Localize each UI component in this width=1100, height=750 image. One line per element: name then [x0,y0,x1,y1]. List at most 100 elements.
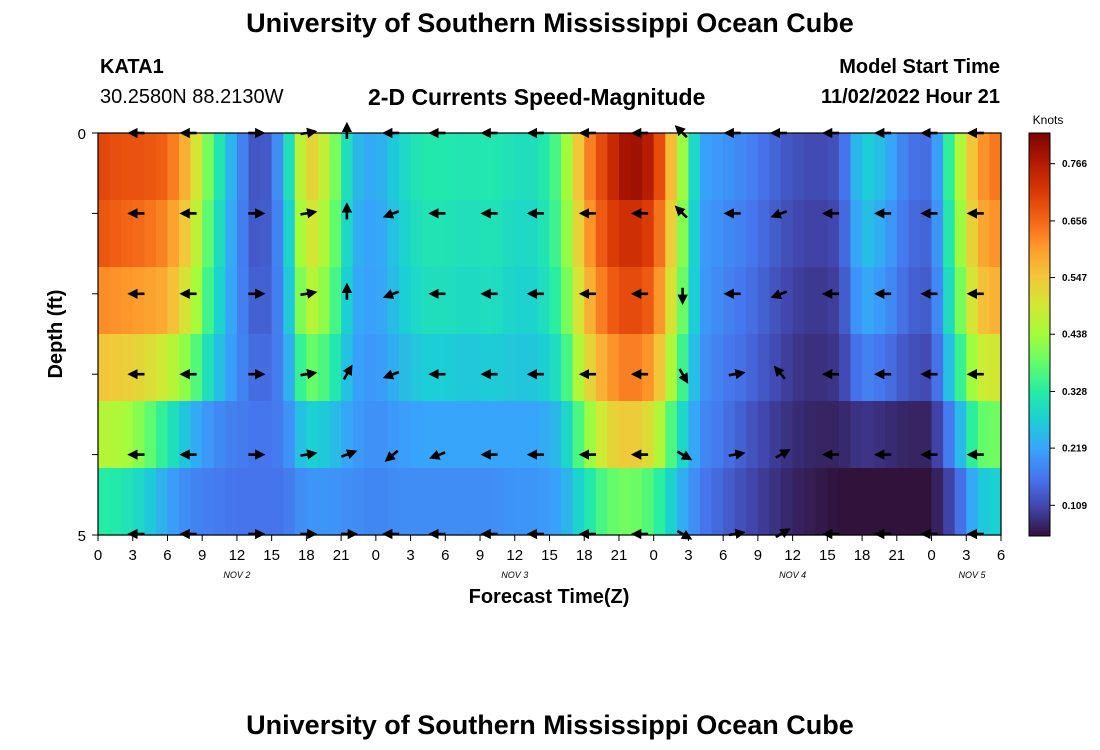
heat-cell [202,200,215,268]
x-tick-label: 3 [684,547,692,564]
heat-cell [260,468,273,536]
heat-cell [364,200,377,268]
heat-cell [734,468,747,536]
heat-cell [271,133,284,201]
heat-cell [202,267,215,335]
heat-cell [179,200,192,268]
heat-cell [711,200,724,268]
heat-cell [931,133,944,201]
heat-cell [132,133,145,201]
x-tick-label: 12 [506,547,523,564]
heat-cell [422,267,435,335]
heat-cell [584,401,597,469]
heat-cell [572,401,585,469]
heat-cell [364,267,377,335]
heat-cell [711,267,724,335]
current-arrow [770,289,788,299]
heat-cell [433,401,446,469]
heat-cell [862,334,875,402]
x-tick-label: 18 [854,547,871,564]
heat-cell [850,200,863,268]
heat-cell [503,468,516,536]
heat-cell [399,133,412,201]
heat-cell [260,267,273,335]
current-arrow [429,450,446,460]
footer-title: University of Southern Mississippi Ocean… [246,710,854,740]
heat-cell [202,401,215,469]
heat-cell [375,401,389,469]
heat-cell [642,200,655,268]
heat-cell [827,468,840,536]
heat-cell [306,468,319,536]
heat-cell [769,334,782,402]
heat-cell [109,334,122,402]
heat-cell [873,200,886,268]
heat-cell [433,468,446,536]
heat-cell [167,133,180,201]
heat-cell [723,401,736,469]
heat-cell [838,267,852,335]
heat-cell [757,267,771,335]
x-tick-label: 15 [819,547,836,564]
heat-cell [526,267,539,335]
heat-cell [734,200,747,268]
heat-cell [179,267,192,335]
heat-cell [225,133,238,201]
heat-cell [561,267,574,335]
heat-cell [850,267,863,335]
heat-cell [827,267,840,335]
heat-cell [248,133,261,201]
heat-cell [537,267,551,335]
heat-cell [341,200,354,268]
heat-cell [260,133,273,201]
x-tick-label: 3 [962,547,970,564]
current-arrow [773,365,786,380]
heat-cell [121,468,134,536]
heat-cell [537,334,551,402]
heat-cell [179,468,192,536]
colorbar-tick-label: 0.766 [1062,159,1087,170]
heat-cell [873,401,886,469]
heat-cell [190,334,203,402]
heat-cell [653,468,666,536]
x-tick-label: 18 [298,547,315,564]
heat-cell [908,267,921,335]
heat-cell [491,267,504,335]
current-arrow [300,368,318,380]
heat-cell [607,267,620,335]
heat-cell [503,267,516,335]
heat-cell [792,267,805,335]
colorbar: Knots 0.766 0.656 0.547 0.438 0.328 0.219 0.10… [1028,113,1087,537]
heat-cell [236,468,250,536]
heat-cell [155,133,169,201]
heat-cell [561,133,574,201]
heat-cell [792,334,805,402]
heat-cell [317,401,331,469]
heat-cell [294,468,307,536]
heat-cell [688,267,701,335]
heat-cell [549,267,562,335]
heat-cell [873,468,886,536]
heat-cell [537,468,551,536]
heat-cell [387,200,400,268]
heat-cell [410,267,423,335]
heat-cell [618,334,632,402]
heat-cell [503,133,516,201]
heat-cell [850,133,863,201]
heat-cell [503,334,516,402]
heat-cell [827,401,840,469]
heat-cell [931,468,944,536]
heat-cell [827,200,840,268]
heat-cell [248,401,261,469]
heat-cell [584,200,597,268]
heat-cell [665,133,678,201]
x-tick-label: 0 [650,547,658,564]
heat-cell [850,334,863,402]
heat-cell [480,200,493,268]
colorbar-bar [1028,132,1051,537]
heat-cell [387,133,400,201]
heat-cell [132,200,145,268]
heat-cell [642,401,655,469]
heat-cell [919,133,933,201]
